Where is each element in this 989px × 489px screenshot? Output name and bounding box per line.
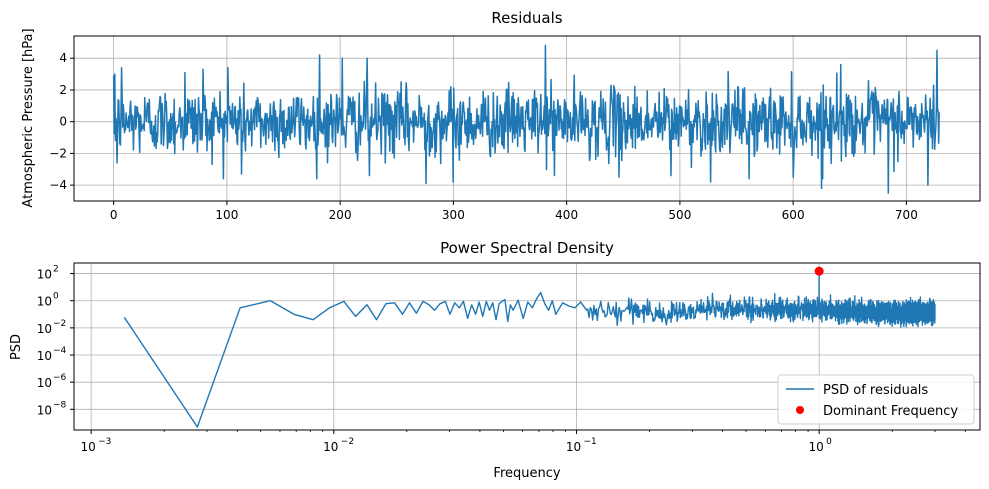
- psd-series: [123, 266, 936, 428]
- y-tick-exponent: 0: [53, 292, 59, 302]
- x-tick-label: 700: [895, 208, 918, 222]
- psd-x-ticks: 10 −3 10 −2 10 −1 10 0: [80, 430, 966, 454]
- y-tick-label: 10: [37, 322, 52, 336]
- y-tick-label: 0: [59, 115, 67, 129]
- y-tick-label: −4: [49, 178, 67, 192]
- x-tick-label: 10: [80, 440, 95, 454]
- y-tick-exponent: −8: [53, 400, 67, 410]
- residuals-axes-frame: [73, 35, 981, 202]
- y-tick-label: −2: [49, 146, 67, 160]
- x-tick-label: 0: [110, 208, 118, 222]
- x-tick-label: 10: [566, 440, 581, 454]
- legend-dominant-marker: [796, 406, 804, 414]
- x-tick-label: 10: [323, 440, 338, 454]
- legend-box: [777, 374, 975, 425]
- x-tick-exponent: −3: [98, 437, 111, 447]
- x-tick-label: 400: [555, 208, 578, 222]
- y-tick-exponent: 2: [53, 265, 59, 275]
- residuals-title: Residuals: [491, 9, 562, 27]
- psd-x-axis-label: Frequency: [493, 466, 560, 481]
- legend-dominant-label: Dominant Frequency: [823, 404, 958, 419]
- legend: PSD of residuals Dominant Frequency: [777, 374, 975, 425]
- y-tick-label: 10: [37, 376, 52, 390]
- psd-line: [123, 270, 936, 428]
- y-tick-exponent: −2: [53, 319, 66, 329]
- residuals-series: [112, 44, 940, 194]
- x-tick-label: 500: [668, 208, 691, 222]
- residuals-y-axis-label: Atmospheric Pressure [hPa]: [21, 28, 36, 207]
- residuals-line: [112, 44, 940, 194]
- residuals-subplot: Residuals 0 100 200 300 400 500 600 700 −4 −2 0 2 4…: [21, 9, 981, 222]
- x-tick-label: 100: [215, 208, 238, 222]
- x-tick-label: 600: [782, 208, 805, 222]
- psd-title: Power Spectral Density: [440, 239, 614, 257]
- y-tick-label: 10: [37, 295, 52, 309]
- y-tick-exponent: −4: [53, 346, 67, 356]
- y-tick-exponent: −6: [53, 373, 67, 383]
- y-tick-label: 10: [37, 403, 52, 417]
- y-tick-label: 10: [37, 268, 52, 282]
- x-tick-label: 300: [442, 208, 465, 222]
- x-tick-label: 10: [809, 440, 824, 454]
- y-tick-label: 10: [37, 349, 52, 363]
- residuals-x-ticks: 0 100 200 300 400 500 600 700: [110, 201, 918, 222]
- dominant-frequency-marker: [814, 266, 824, 276]
- x-tick-exponent: −2: [341, 437, 354, 447]
- y-tick-label: 4: [59, 51, 67, 65]
- x-tick-exponent: 0: [826, 437, 832, 447]
- legend-psd-label: PSD of residuals: [823, 383, 928, 398]
- psd-y-axis-label: PSD: [9, 334, 24, 360]
- x-tick-exponent: −1: [583, 437, 596, 447]
- psd-axes-frame: [73, 262, 981, 431]
- x-tick-label: 200: [329, 208, 352, 222]
- psd-subplot: Power Spectral Density 10 −3 10 −2 10 −1 10 0 1…: [9, 239, 981, 481]
- residuals-y-ticks: −4 −2 0 2 4: [49, 51, 74, 192]
- y-tick-label: 2: [59, 83, 67, 97]
